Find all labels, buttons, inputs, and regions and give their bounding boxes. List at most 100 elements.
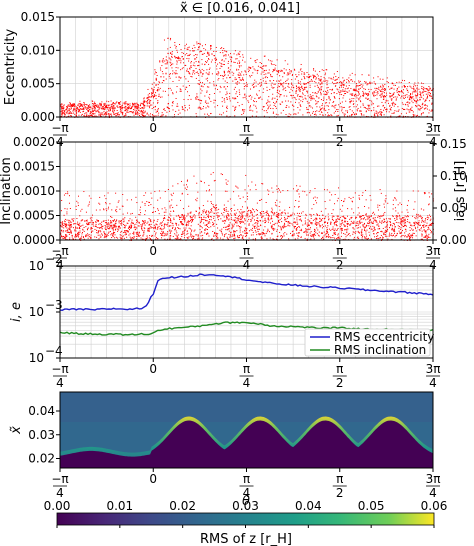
scatter-point <box>106 100 108 102</box>
scatter-point <box>255 62 257 64</box>
scatter-point <box>285 69 287 71</box>
scatter-point <box>288 215 290 217</box>
scatter-point <box>163 226 165 228</box>
scatter-point <box>377 90 379 92</box>
scatter-point <box>325 72 327 74</box>
scatter-point <box>427 89 429 91</box>
scatter-point <box>71 104 73 106</box>
scatter-point <box>156 224 158 226</box>
scatter-point <box>124 115 126 117</box>
scatter-point <box>293 218 295 220</box>
scatter-point <box>80 225 82 227</box>
scatter-point <box>307 102 309 104</box>
scatter-point <box>261 71 263 73</box>
scatter-point <box>142 114 144 116</box>
scatter-point <box>69 113 71 115</box>
scatter-point <box>306 234 308 236</box>
scatter-point <box>218 208 220 210</box>
scatter-point <box>178 57 180 59</box>
scatter-point <box>283 95 285 97</box>
scatter-point <box>287 212 289 214</box>
scatter-point <box>228 233 230 235</box>
scatter-point <box>417 92 419 94</box>
scatter-point <box>169 77 171 79</box>
scatter-point <box>409 95 411 97</box>
scatter-point <box>309 86 311 88</box>
scatter-point <box>61 226 63 228</box>
scatter-point <box>256 213 258 215</box>
scatter-point <box>276 95 278 97</box>
scatter-point <box>149 107 151 109</box>
scatter-point <box>159 96 161 98</box>
scatter-point <box>259 66 261 68</box>
scatter-point <box>155 84 157 86</box>
scatter-point <box>263 71 265 73</box>
scatter-point <box>336 237 338 239</box>
scatter-point <box>62 107 64 109</box>
scatter-point <box>96 219 98 221</box>
scatter-point <box>151 88 153 90</box>
scatter-point <box>109 224 111 226</box>
scatter-point <box>319 83 321 85</box>
scatter-point <box>319 221 321 223</box>
scatter-point <box>280 217 282 219</box>
scatter-point <box>336 225 338 227</box>
scatter-point <box>80 104 82 106</box>
scatter-point <box>386 77 388 79</box>
scatter-point <box>302 93 304 95</box>
scatter-point <box>214 208 216 210</box>
scatter-point <box>115 192 117 194</box>
scatter-point <box>344 113 346 115</box>
scatter-point <box>176 232 178 234</box>
scatter-point <box>189 228 191 230</box>
scatter-point <box>351 79 353 81</box>
scatter-point <box>209 222 211 224</box>
scatter-point <box>334 237 336 239</box>
scatter-point <box>246 232 248 234</box>
scatter-point <box>187 80 189 82</box>
scatter-point <box>166 223 168 225</box>
scatter-point <box>112 106 114 108</box>
scatter-point <box>179 217 181 219</box>
scatter-point <box>61 111 63 113</box>
scatter-point <box>105 228 107 230</box>
scatter-point <box>172 210 174 212</box>
scatter-point <box>233 225 235 227</box>
scatter-point <box>97 220 99 222</box>
scatter-point <box>392 204 394 206</box>
scatter-point <box>176 238 178 240</box>
scatter-point <box>398 115 400 117</box>
scatter-point <box>223 64 225 66</box>
scatter-point <box>155 72 157 74</box>
scatter-point <box>148 229 150 231</box>
scatter-point <box>329 115 331 117</box>
scatter-point <box>414 201 416 203</box>
scatter-point <box>129 227 131 229</box>
scatter-point <box>409 227 411 229</box>
scatter-point <box>190 60 192 62</box>
scatter-point <box>198 42 200 44</box>
scatter-point <box>211 224 213 226</box>
scatter-point <box>109 231 111 233</box>
scatter-point <box>239 214 241 216</box>
scatter-point <box>244 233 246 235</box>
scatter-point <box>337 233 339 235</box>
scatter-point <box>172 192 174 194</box>
scatter-point <box>184 229 186 231</box>
scatter-point <box>165 209 167 211</box>
scatter-point <box>117 228 119 230</box>
scatter-point <box>291 83 293 85</box>
scatter-point <box>86 114 88 116</box>
panel1-ylabel: Eccentricity <box>3 29 18 106</box>
scatter-point <box>163 80 165 82</box>
scatter-point <box>124 103 126 105</box>
scatter-point <box>293 109 295 111</box>
scatter-point <box>143 115 145 117</box>
scatter-point <box>185 64 187 66</box>
scatter-point <box>382 236 384 238</box>
scatter-point <box>131 106 133 108</box>
scatter-point <box>170 59 172 61</box>
scatter-point <box>383 220 385 222</box>
scatter-point <box>122 102 124 104</box>
scatter-point <box>300 105 302 107</box>
